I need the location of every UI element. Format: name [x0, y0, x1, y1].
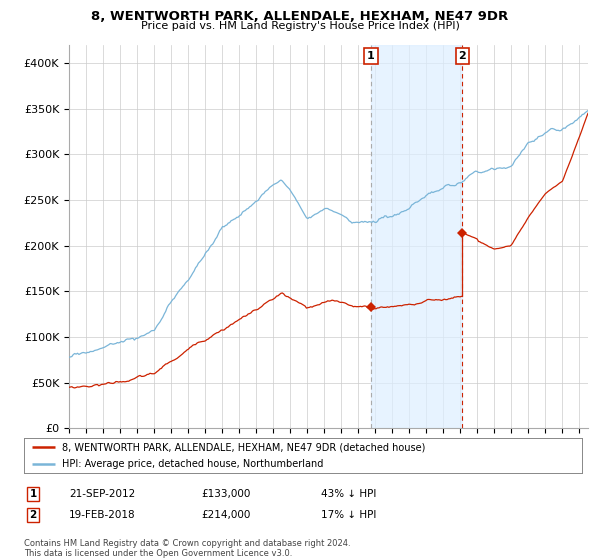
Text: £133,000: £133,000: [201, 489, 250, 499]
Text: 8, WENTWORTH PARK, ALLENDALE, HEXHAM, NE47 9DR: 8, WENTWORTH PARK, ALLENDALE, HEXHAM, NE…: [91, 10, 509, 23]
Text: Contains HM Land Registry data © Crown copyright and database right 2024.
This d: Contains HM Land Registry data © Crown c…: [24, 539, 350, 558]
Text: 1: 1: [367, 51, 375, 61]
Bar: [371, 45, 463, 428]
Text: HPI: Average price, detached house, Northumberland: HPI: Average price, detached house, Nort…: [62, 459, 323, 469]
Text: 43% ↓ HPI: 43% ↓ HPI: [321, 489, 376, 499]
Text: 1: 1: [29, 489, 37, 499]
Text: 2: 2: [458, 51, 466, 61]
Text: 21-SEP-2012: 21-SEP-2012: [69, 489, 135, 499]
Text: 2: 2: [29, 510, 37, 520]
Text: Price paid vs. HM Land Registry's House Price Index (HPI): Price paid vs. HM Land Registry's House …: [140, 21, 460, 31]
Text: 17% ↓ HPI: 17% ↓ HPI: [321, 510, 376, 520]
Text: £214,000: £214,000: [201, 510, 250, 520]
Text: 8, WENTWORTH PARK, ALLENDALE, HEXHAM, NE47 9DR (detached house): 8, WENTWORTH PARK, ALLENDALE, HEXHAM, NE…: [62, 442, 425, 452]
Text: 19-FEB-2018: 19-FEB-2018: [69, 510, 136, 520]
